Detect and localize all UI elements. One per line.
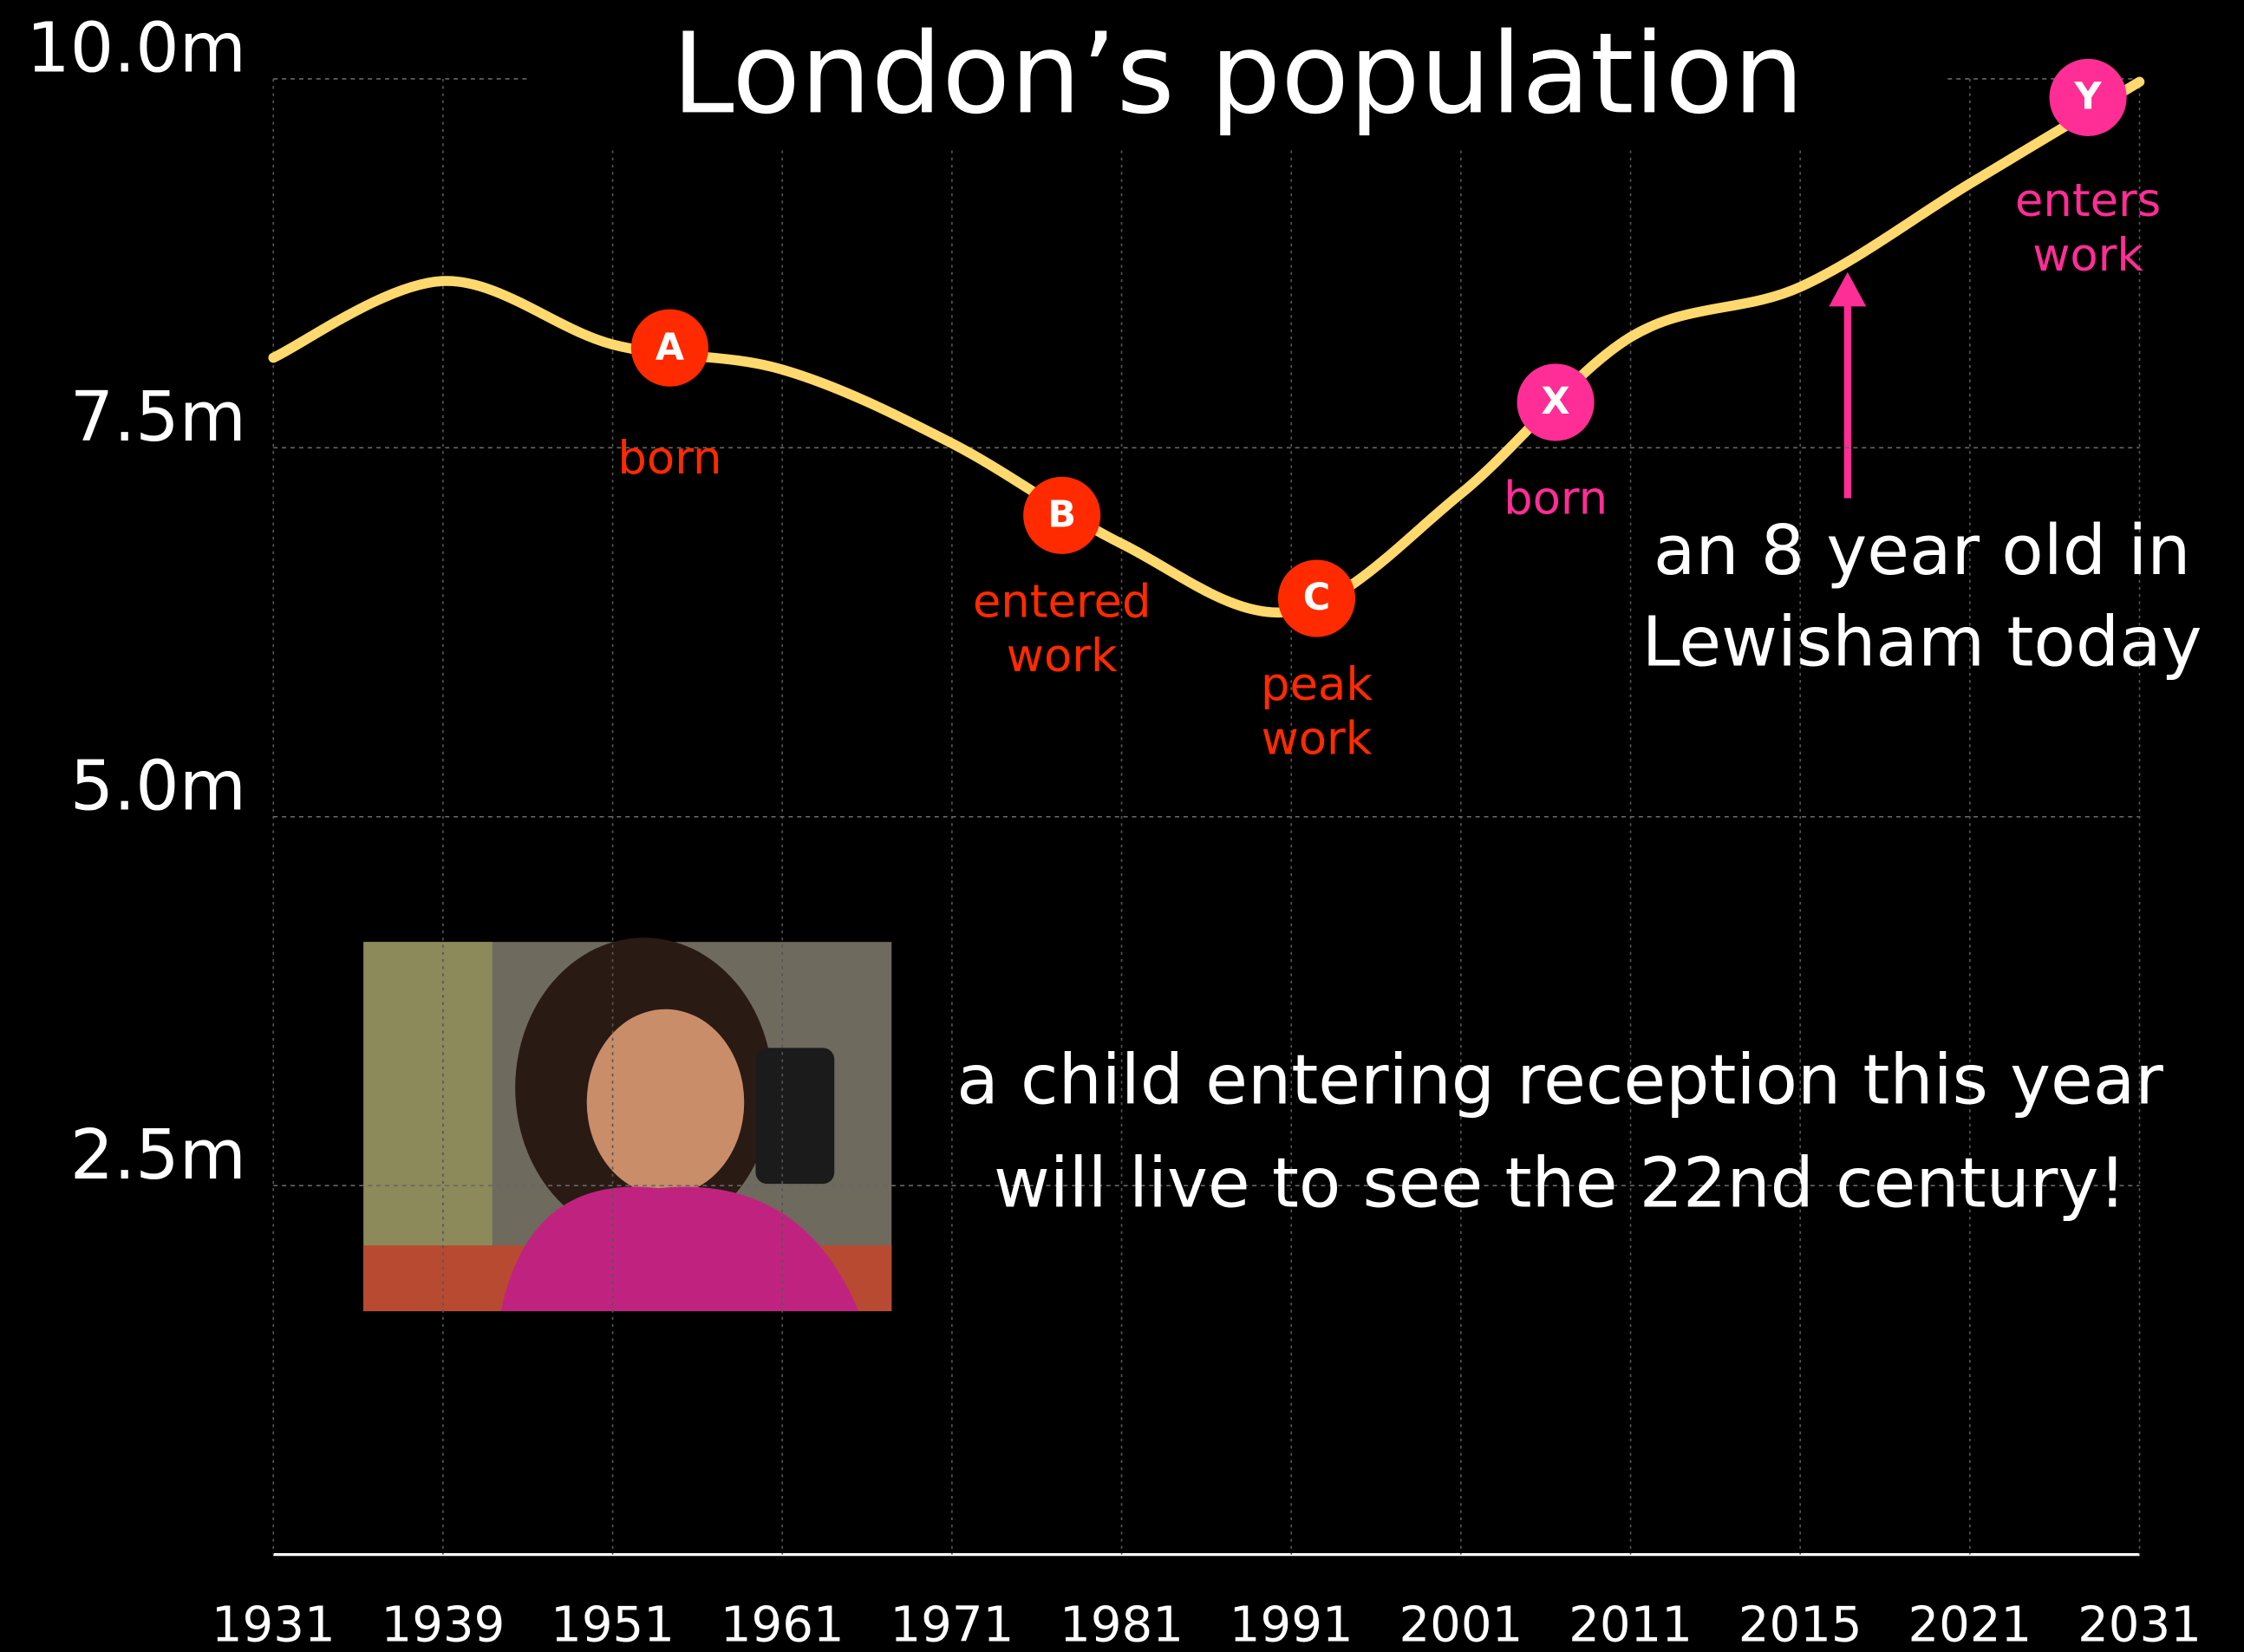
annotation-marker: [630, 309, 709, 387]
annotation-label: work: [1262, 713, 1373, 766]
x-tick-label: 2011: [1569, 1596, 1693, 1652]
photo: [363, 937, 892, 1312]
x-tick-label: 1991: [1230, 1596, 1354, 1652]
annotation-marker: [1517, 363, 1595, 441]
annotation-letter: X: [1542, 380, 1570, 423]
note-line: an 8 year old in: [1654, 510, 2191, 591]
y-tick-label: 7.5m: [70, 376, 246, 457]
x-tick-label: 2015: [1738, 1596, 1862, 1652]
annotation-letter: C: [1303, 576, 1331, 619]
x-tick-label: 2001: [1399, 1596, 1523, 1652]
chart-title: London’s population: [672, 10, 1804, 139]
annotation-label: enters: [2015, 174, 2161, 227]
caption-line: a child entering reception this year: [956, 1040, 2163, 1120]
annotation-label: work: [2032, 229, 2143, 282]
annotation-label: peak: [1261, 658, 1373, 711]
annotation-label: entered: [973, 575, 1151, 628]
photo-phone: [755, 1048, 835, 1185]
x-tick-label: 2021: [1908, 1596, 2032, 1652]
annotation-marker: [1023, 476, 1101, 554]
annotation-letter: A: [656, 325, 684, 369]
x-tick-label: 1971: [890, 1596, 1014, 1652]
x-tick-label: 1961: [721, 1596, 845, 1652]
note-line: Lewisham today: [1642, 602, 2202, 682]
annotation-label: work: [1007, 630, 1118, 682]
y-tick-label: 2.5m: [70, 1114, 246, 1195]
caption-line: will live to see the 22nd century!: [994, 1143, 2126, 1224]
x-tick-label: 1981: [1060, 1596, 1184, 1652]
photo-face: [586, 1009, 745, 1196]
annotation-label: born: [1504, 472, 1608, 525]
data-line: [268, 76, 2145, 618]
annotation-label: born: [617, 432, 721, 485]
x-tick-label: 1951: [551, 1596, 675, 1652]
x-tick-label: 1931: [212, 1596, 336, 1652]
annotation-letter: Y: [2074, 75, 2103, 119]
arrow-head: [1829, 271, 1867, 307]
y-tick-label: 10.0m: [26, 8, 246, 88]
y-tick-label: 5.0m: [70, 746, 246, 826]
title-backdrop: [529, 29, 1947, 151]
annotation-marker: [1277, 559, 1356, 637]
x-tick-label: 1939: [382, 1596, 506, 1652]
annotation-letter: B: [1047, 493, 1076, 536]
annotation-marker: [2049, 58, 2127, 136]
photo-shirt: [500, 1186, 859, 1312]
x-tick-label: 2031: [2078, 1596, 2202, 1652]
